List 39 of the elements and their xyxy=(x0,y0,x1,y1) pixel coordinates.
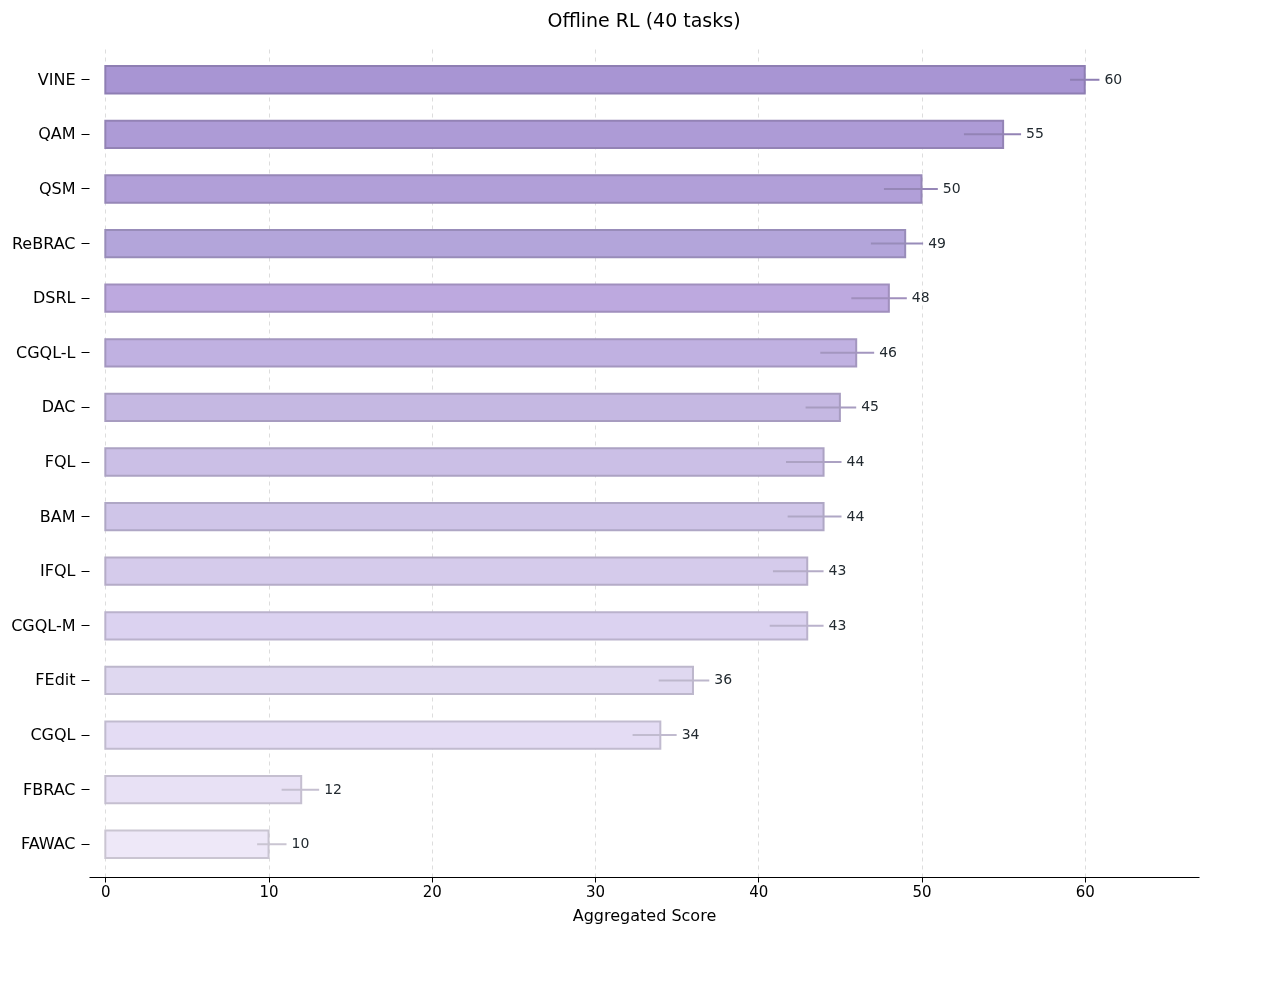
data-label: 44 xyxy=(846,453,865,469)
data-label: 12 xyxy=(324,780,342,797)
data-label: 10 xyxy=(291,835,310,852)
data-label: 46 xyxy=(879,343,898,360)
data-label: 45 xyxy=(861,398,880,415)
data-label: 34 xyxy=(681,726,700,743)
x-tick-label: 30 xyxy=(585,882,606,901)
y-tick-label: FAWAC xyxy=(20,834,76,854)
x-tick-label: 40 xyxy=(749,882,769,901)
y-tick-label: QAM xyxy=(38,124,76,144)
x-tick-label: 60 xyxy=(1075,882,1095,901)
y-tick-label: DSRL xyxy=(32,288,76,308)
y-tick-label: IFQL xyxy=(40,561,76,581)
y-tick-label: DAC xyxy=(41,397,76,417)
y-tick-label: VINE xyxy=(37,69,76,89)
data-label: 50 xyxy=(942,179,961,196)
y-tick-label: FEdit xyxy=(35,670,76,690)
x-tick-label: 20 xyxy=(422,882,442,901)
data-label: 44 xyxy=(846,507,865,524)
data-label: 43 xyxy=(828,562,847,579)
y-tick-label: FBRAC xyxy=(23,779,76,799)
x-tick-label: 0 xyxy=(101,882,111,901)
x-tick-label: 10 xyxy=(259,882,279,901)
data-label: 55 xyxy=(1026,125,1044,142)
y-tick-label: FQL xyxy=(44,452,76,471)
y-tick-label: QSM xyxy=(38,178,76,198)
data-label: 60 xyxy=(1104,70,1123,87)
data-label: 49 xyxy=(928,234,946,251)
y-tick-label: CGQL xyxy=(30,725,76,745)
x-tick-label: 50 xyxy=(912,882,932,901)
y-tick-label: BAM xyxy=(39,506,76,526)
x-axis-title: Aggregated Score xyxy=(572,905,717,925)
y-tick-label: ReBRAC xyxy=(11,233,76,253)
y-tick-label: CGQL-L xyxy=(16,342,76,362)
y-tick-label: CGQL-M xyxy=(11,615,76,635)
data-label: 43 xyxy=(828,616,847,633)
chart-title: Offline RL (40 tasks) xyxy=(547,9,741,31)
data-label: 48 xyxy=(911,289,930,306)
data-label: 36 xyxy=(714,671,733,688)
